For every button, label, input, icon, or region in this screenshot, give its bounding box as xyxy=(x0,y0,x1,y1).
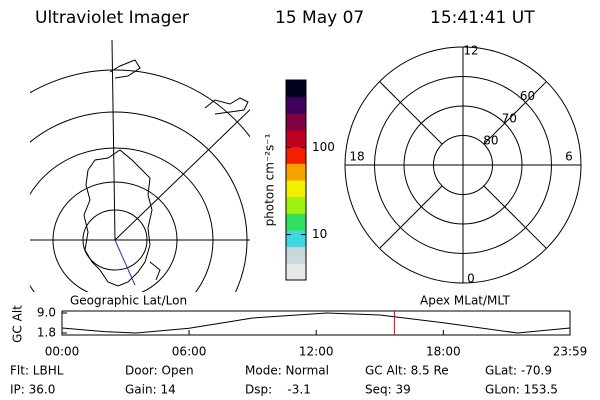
mlt-label: 12 xyxy=(463,44,478,58)
color-band xyxy=(286,180,306,198)
lat-label: 80 xyxy=(483,133,498,147)
orbit-plot: 9.0 1.8 00:00 06:00 12:00 18:00 23:59 xyxy=(37,306,587,359)
grid-spoke xyxy=(483,185,547,249)
grid-spoke xyxy=(483,81,547,145)
status-field: Mode: Normal xyxy=(245,364,329,378)
color-band xyxy=(286,163,306,181)
x-tick-label: 06:00 xyxy=(172,345,207,359)
status-field: Door: Open xyxy=(125,364,194,378)
colorbar: 10 100 xyxy=(285,79,335,281)
tick-label: 10 xyxy=(312,227,327,241)
color-band xyxy=(286,80,306,98)
status-field: GLat: -70.9 xyxy=(485,364,552,378)
color-band xyxy=(286,96,306,114)
status-field: Gain: 14 xyxy=(125,383,176,397)
date: 15 May 07 xyxy=(275,8,364,28)
x-tick-label: 12:00 xyxy=(299,345,334,359)
mlt-label: 18 xyxy=(349,150,364,164)
y-tick-label: 1.8 xyxy=(37,326,56,340)
panel-title: Apex MLat/MLT xyxy=(420,294,510,308)
mlt-label: 0 xyxy=(467,272,475,286)
lat-label: 60 xyxy=(520,89,535,103)
x-tick-label: 23:59 xyxy=(553,345,588,359)
x-tick-label: 18:00 xyxy=(426,345,461,359)
panel-title: Geographic Lat/Lon xyxy=(70,294,187,308)
status-field: GLon: 153.5 xyxy=(485,383,558,397)
color-band xyxy=(286,113,306,131)
x-tick-label: 00:00 xyxy=(45,345,80,359)
grid-spoke xyxy=(379,81,443,145)
color-band xyxy=(286,213,306,231)
status-field: Dsp: -3.1 xyxy=(245,383,311,397)
title: Ultraviolet Imager xyxy=(35,8,189,28)
time: 15:41:41 UT xyxy=(430,8,535,28)
color-band xyxy=(286,146,306,164)
status-field: IP: 36.0 xyxy=(10,383,55,397)
colorbar-frame xyxy=(285,79,307,281)
color-band xyxy=(286,246,306,264)
grid-spoke xyxy=(379,185,443,249)
color-band xyxy=(286,130,306,148)
status-field: Flt: LBHL xyxy=(10,364,64,378)
y-axis-label: GC Alt xyxy=(11,305,25,343)
tick-label: 100 xyxy=(312,140,335,154)
color-band xyxy=(286,196,306,214)
mlt-label: 6 xyxy=(565,150,573,164)
orbit-line xyxy=(61,312,571,334)
status-footer: Flt: LBHL Door: Open Mode: Normal GC Alt: 8… xyxy=(10,364,558,397)
y-tick-label: 9.0 xyxy=(37,306,56,320)
status-field: Seq: 39 xyxy=(365,383,411,397)
status-field: GC Alt: 8.5 Re xyxy=(365,364,449,378)
color-band xyxy=(286,263,306,281)
colorbar-label: photon cm⁻²s⁻¹ xyxy=(263,133,277,226)
color-band xyxy=(286,230,306,248)
geographic-map xyxy=(30,40,250,292)
